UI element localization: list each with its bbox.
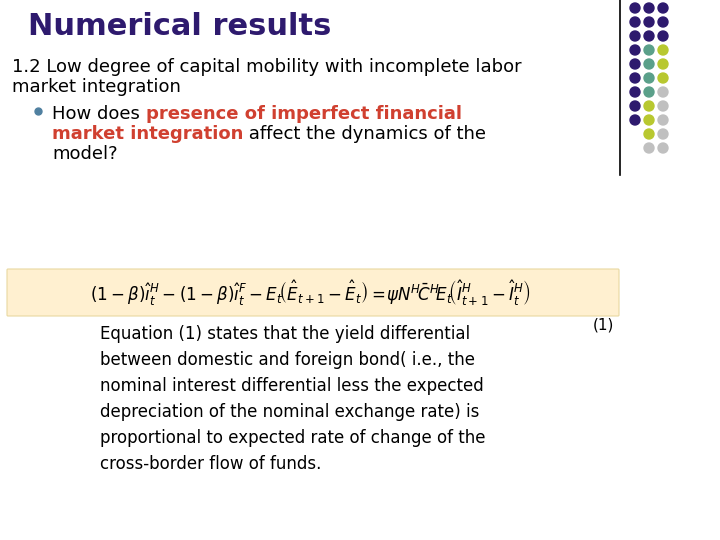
Circle shape [630, 87, 640, 97]
Circle shape [630, 31, 640, 41]
Text: 1.2 Low degree of capital mobility with incomplete labor: 1.2 Low degree of capital mobility with … [12, 58, 521, 76]
Circle shape [658, 59, 668, 69]
Circle shape [644, 59, 654, 69]
Text: presence of imperfect financial: presence of imperfect financial [145, 105, 462, 123]
Text: depreciation of the nominal exchange rate) is: depreciation of the nominal exchange rat… [100, 403, 480, 421]
Circle shape [630, 3, 640, 13]
Circle shape [644, 129, 654, 139]
Circle shape [630, 17, 640, 27]
Circle shape [644, 45, 654, 55]
Circle shape [630, 73, 640, 83]
Circle shape [644, 3, 654, 13]
FancyBboxPatch shape [7, 269, 619, 316]
Text: between domestic and foreign bond( i.e., the: between domestic and foreign bond( i.e.,… [100, 351, 475, 369]
Text: cross-border flow of funds.: cross-border flow of funds. [100, 455, 321, 473]
Text: model?: model? [52, 145, 117, 163]
Circle shape [658, 101, 668, 111]
Circle shape [658, 129, 668, 139]
Circle shape [644, 31, 654, 41]
Text: Equation (1) states that the yield differential: Equation (1) states that the yield diffe… [100, 325, 470, 343]
Circle shape [644, 73, 654, 83]
Circle shape [630, 115, 640, 125]
Circle shape [630, 45, 640, 55]
Text: proportional to expected rate of change of the: proportional to expected rate of change … [100, 429, 485, 447]
Circle shape [630, 101, 640, 111]
Circle shape [658, 73, 668, 83]
Circle shape [658, 115, 668, 125]
Circle shape [658, 143, 668, 153]
Circle shape [658, 45, 668, 55]
Circle shape [644, 115, 654, 125]
Text: nominal interest differential less the expected: nominal interest differential less the e… [100, 377, 484, 395]
Circle shape [644, 17, 654, 27]
Text: market integration: market integration [52, 125, 243, 143]
Text: market integration: market integration [12, 78, 181, 96]
Circle shape [658, 31, 668, 41]
Circle shape [658, 87, 668, 97]
Text: (1): (1) [593, 317, 614, 332]
Circle shape [644, 87, 654, 97]
Circle shape [658, 3, 668, 13]
Circle shape [644, 143, 654, 153]
Text: affect the dynamics of the: affect the dynamics of the [243, 125, 487, 143]
Circle shape [658, 17, 668, 27]
Text: How does: How does [52, 105, 145, 123]
Text: $(1-\beta)\hat{\imath}_t^{H} - (1-\beta)\hat{\imath}_t^{F} - E_t\!\left(\hat{E}_: $(1-\beta)\hat{\imath}_t^{H} - (1-\beta)… [89, 278, 531, 307]
Text: Numerical results: Numerical results [28, 12, 331, 41]
Circle shape [644, 101, 654, 111]
Circle shape [630, 59, 640, 69]
